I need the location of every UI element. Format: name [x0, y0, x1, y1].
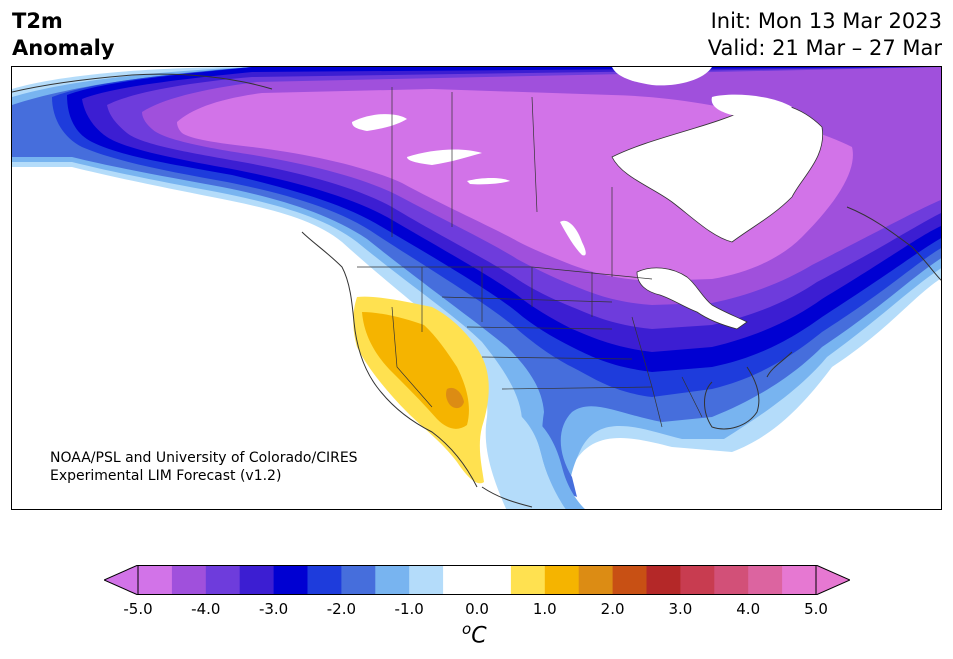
anomaly-mexico	[501, 407, 571, 509]
map-canvas	[12, 67, 941, 509]
colorbar-segment	[578, 565, 614, 595]
colorbar-tick-label: 3.0	[668, 600, 693, 618]
title-quantity: Anomaly	[12, 36, 115, 60]
colorbar-segment	[477, 565, 512, 595]
colorbar-segment	[612, 565, 647, 595]
colorbar-segment	[409, 565, 444, 595]
unit-degree: o	[462, 620, 472, 638]
colorbar-tick-label: -1.0	[394, 600, 424, 618]
lake-winnipeg	[560, 220, 586, 256]
colorbar-segment	[510, 565, 546, 595]
credit-line-2: Experimental LIM Forecast (v1.2)	[50, 468, 282, 484]
colorbar-svg	[102, 564, 852, 596]
political-borders	[357, 87, 703, 428]
colorbar-segment	[171, 565, 207, 595]
colorbar-segment	[748, 565, 783, 595]
colorbar-tick-label: -3.0	[258, 600, 289, 618]
colorbar-tick-label: -2.0	[326, 600, 357, 618]
colorbar-segment	[205, 565, 241, 595]
colorbar-tick-label: -5.0	[123, 600, 153, 618]
anomaly-mexico-mid	[532, 417, 585, 509]
great-lakes	[636, 267, 748, 330]
colorbar-underflow	[102, 564, 139, 596]
init-date: Init: Mon 13 Mar 2023	[710, 9, 942, 33]
colorbar-unit: oC	[462, 620, 487, 648]
credit-line-1: NOAA/PSL and University of Colorado/CIRE…	[50, 450, 358, 466]
colorbar-segment	[544, 565, 580, 595]
colorbar-segment	[646, 565, 681, 595]
map-title: T2m Anomaly	[12, 8, 115, 62]
colorbar-tick-label: 0.0	[465, 600, 489, 618]
arctic-channel	[612, 67, 712, 86]
nicaragua-lake	[601, 486, 614, 498]
colorbar-tick-label: 1.0	[532, 600, 557, 618]
colorbar-outline	[137, 565, 817, 595]
arctic-channel-2	[711, 94, 792, 117]
colorbar-segment	[375, 565, 410, 595]
unit-letter: C	[471, 623, 487, 649]
coastlines	[12, 73, 941, 508]
valid-range: Valid: 21 Mar – 27 Mar	[707, 36, 942, 60]
colorbar-tick-label: -4.0	[191, 600, 221, 618]
colorbar-tick-label: 4.0	[736, 600, 761, 618]
colorbar-segment	[443, 565, 478, 595]
colorbar-segment	[307, 565, 342, 595]
colorbar-segment	[138, 565, 173, 595]
colorbar-segment	[714, 565, 749, 595]
anomaly-map: NOAA/PSL and University of Colorado/CIRE…	[11, 66, 942, 510]
colorbar-segment	[273, 565, 308, 595]
colorbar-segment	[680, 565, 715, 595]
colorbar-tick-label: 2.0	[600, 600, 625, 618]
colorbar-segment	[239, 565, 275, 595]
colorbar-segment	[782, 565, 817, 595]
forecast-dates: Init: Mon 13 Mar 2023 Valid: 21 Mar – 27…	[708, 8, 942, 62]
great-slave-lake	[407, 149, 482, 165]
lake-athabasca	[467, 178, 510, 185]
colorbar-segment	[341, 565, 376, 595]
hudson-bay	[611, 102, 824, 243]
map-credit: NOAA/PSL and University of Colorado/CIRE…	[50, 449, 358, 485]
warm-anomaly-gold	[362, 312, 469, 429]
great-bear-lake	[352, 114, 407, 131]
title-variable: T2m	[12, 9, 63, 33]
colorbar-ticks: -5.0 -4.0 -3.0 -2.0 -1.0 0.0 1.0 2.0 3.0 4.0 5.0	[0, 600, 953, 618]
warm-anomaly-orange	[446, 387, 464, 409]
colorbar	[102, 564, 852, 596]
colorbar-tick-label: 5.0	[804, 600, 828, 618]
colorbar-overflow	[815, 564, 852, 596]
